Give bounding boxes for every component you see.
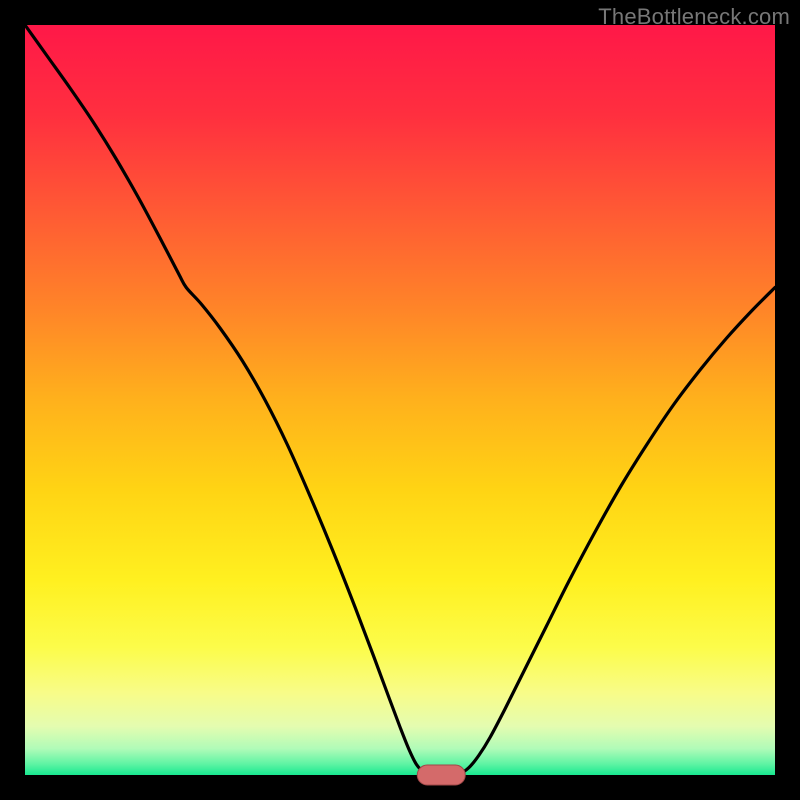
chart-container: TheBottleneck.com [0,0,800,800]
chart-plot-background [25,25,775,775]
watermark-text: TheBottleneck.com [598,4,790,30]
bottleneck-curve-chart [0,0,800,800]
optimal-point-marker [417,765,465,785]
